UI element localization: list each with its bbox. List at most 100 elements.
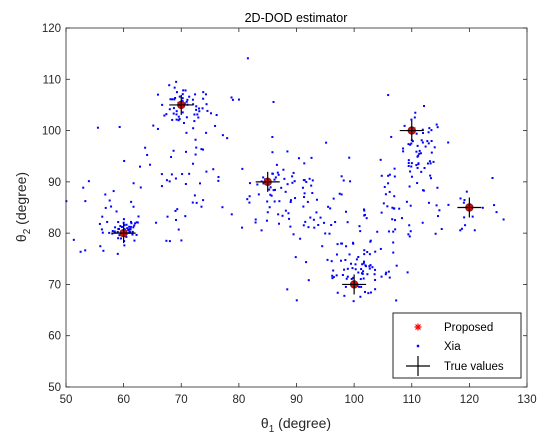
xia-point xyxy=(336,243,339,246)
xia-point xyxy=(195,146,198,149)
xia-point xyxy=(272,100,275,103)
xia-point xyxy=(194,93,197,96)
xia-point xyxy=(102,249,105,252)
xia-point xyxy=(281,214,284,217)
xia-point xyxy=(380,275,383,278)
xia-point xyxy=(221,134,224,137)
xia-point xyxy=(241,226,244,229)
xia-point xyxy=(120,225,123,228)
xia-point xyxy=(176,208,179,211)
xia-point xyxy=(374,250,377,253)
xia-point xyxy=(198,110,201,113)
xia-point xyxy=(312,218,315,221)
xia-point xyxy=(423,105,426,108)
xia-point xyxy=(435,204,438,207)
legend-label: Proposed xyxy=(444,322,493,334)
xia-point xyxy=(186,98,189,101)
xia-point xyxy=(307,226,310,229)
xia-point xyxy=(383,185,386,188)
xia-point xyxy=(380,211,383,214)
xia-point xyxy=(104,206,107,209)
xia-point xyxy=(362,262,365,265)
xia-point xyxy=(132,182,135,185)
xia-point xyxy=(330,260,333,263)
xia-point xyxy=(351,267,354,270)
xia-point xyxy=(311,192,314,195)
xia-point xyxy=(428,127,431,130)
xia-point xyxy=(175,110,178,113)
xia-point xyxy=(274,188,277,191)
xia-point xyxy=(379,247,382,250)
xia-point xyxy=(341,242,344,245)
xia-point xyxy=(303,196,306,199)
xia-point xyxy=(348,156,351,159)
xia-point xyxy=(297,157,300,160)
xia-point xyxy=(72,238,75,241)
xia-point xyxy=(410,175,413,178)
xia-point xyxy=(405,200,408,203)
xia-point xyxy=(363,253,366,256)
xia-point xyxy=(199,182,202,185)
xia-point xyxy=(417,154,420,157)
xia-point xyxy=(437,215,440,218)
xia-point xyxy=(401,217,404,220)
xia-point xyxy=(345,210,348,213)
xia-point xyxy=(268,206,271,209)
xia-point xyxy=(118,234,121,237)
xia-point xyxy=(398,207,401,210)
xia-point xyxy=(129,231,132,234)
xia-point xyxy=(202,91,205,94)
xia-point xyxy=(254,218,257,221)
xia-point xyxy=(185,100,188,103)
x-tick-label: 70 xyxy=(175,394,188,406)
xia-point xyxy=(156,93,159,96)
xia-point xyxy=(429,177,432,180)
xia-point xyxy=(168,84,171,87)
xia-point xyxy=(217,179,220,182)
xia-point xyxy=(182,121,185,124)
xia-point xyxy=(226,137,229,140)
xia-point xyxy=(176,91,178,94)
true-value-point xyxy=(342,274,367,295)
y-tick-label: 110 xyxy=(43,74,61,86)
xia-point xyxy=(421,128,424,131)
xia-point xyxy=(205,131,208,134)
xia-point xyxy=(436,126,439,129)
xia-point xyxy=(108,199,111,202)
xia-point xyxy=(287,212,290,215)
xia-point xyxy=(175,118,178,121)
xia-point xyxy=(171,118,174,121)
xia-point xyxy=(123,159,126,162)
xia-point xyxy=(184,183,187,186)
y-tick-label: 60 xyxy=(48,331,61,343)
xia-point xyxy=(286,150,289,153)
xia-point xyxy=(408,185,411,188)
xia-point xyxy=(309,216,312,219)
xia-point xyxy=(305,180,308,183)
xia-point xyxy=(286,288,289,291)
xia-point xyxy=(256,183,259,186)
xia-point xyxy=(119,225,122,228)
xia-point xyxy=(257,193,260,196)
xia-point xyxy=(426,162,429,165)
xia-point xyxy=(123,244,126,247)
xia-point xyxy=(360,285,363,288)
xia-point xyxy=(409,143,412,146)
xia-point xyxy=(355,258,358,261)
xia-point xyxy=(495,211,498,214)
xia-point xyxy=(301,186,304,189)
xia-point xyxy=(215,114,218,117)
legend-marker-proposed xyxy=(414,323,422,331)
xia-point xyxy=(340,193,343,196)
xia-point xyxy=(393,175,396,178)
xia-point xyxy=(84,200,87,203)
xia-point xyxy=(201,107,204,110)
xia-point xyxy=(275,163,278,166)
xia-point xyxy=(415,164,418,167)
xia-point xyxy=(174,177,177,180)
xia-point xyxy=(387,270,390,273)
xia-point xyxy=(459,197,462,200)
xia-point xyxy=(280,186,283,189)
xia-point xyxy=(432,160,435,163)
